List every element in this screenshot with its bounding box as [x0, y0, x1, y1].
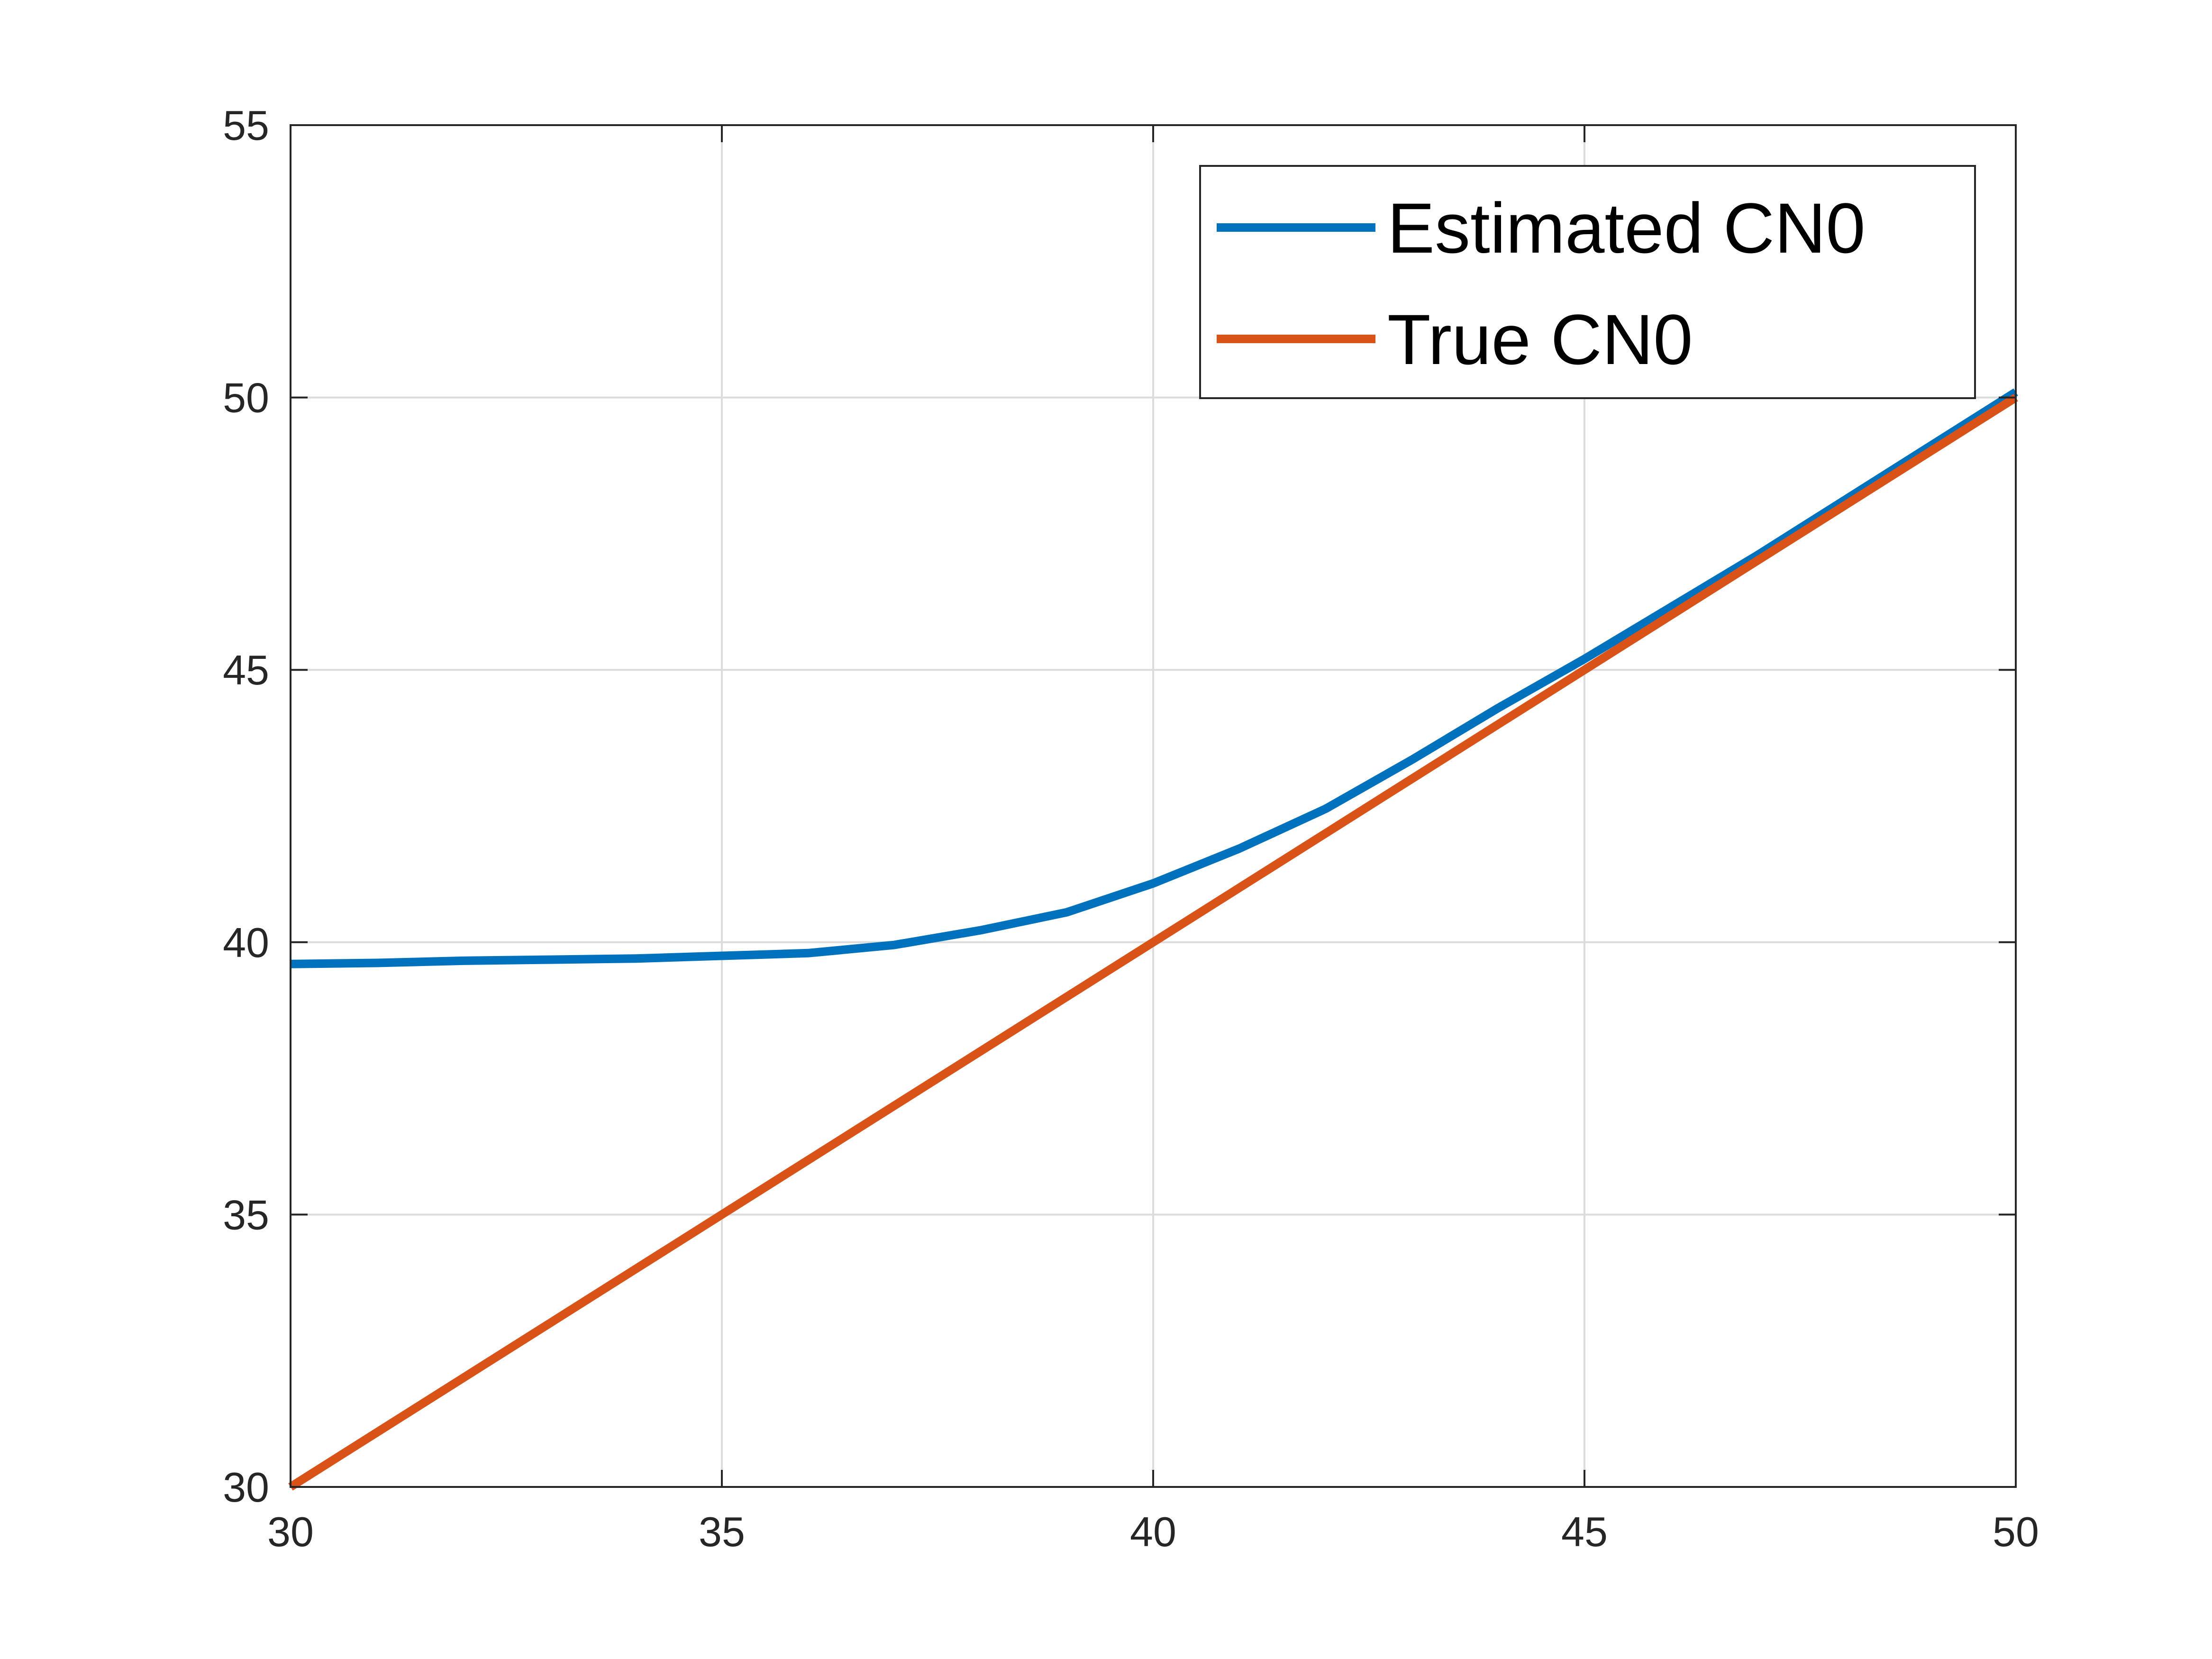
- legend: Estimated CN0 True CN0: [1199, 165, 1976, 399]
- series-line-estimated-cn0: [290, 388, 2018, 968]
- x-tick-label: 30: [267, 1508, 314, 1555]
- y-tick-label: 55: [223, 102, 269, 149]
- y-tick-label: 40: [223, 919, 269, 966]
- series-lines: [288, 388, 2018, 1491]
- y-tick-label: 35: [223, 1191, 269, 1238]
- series-line-true-cn0: [288, 393, 2018, 1491]
- y-tick-label: 50: [223, 374, 269, 421]
- axes: 30 35 40 45 50 30 35 40 45 50 55: [223, 102, 2039, 1555]
- legend-label-true-cn0: True CN0: [1387, 300, 1693, 379]
- legend-box: [1199, 165, 1976, 399]
- x-tick-label: 50: [1993, 1508, 2039, 1555]
- x-tick-label: 45: [1561, 1508, 1608, 1555]
- y-tick-label: 45: [223, 647, 269, 693]
- legend-label-estimated-cn0: Estimated CN0: [1387, 188, 1866, 268]
- x-tick-label: 40: [1130, 1508, 1176, 1555]
- y-tick-label: 30: [223, 1464, 269, 1511]
- x-tick-label: 35: [699, 1508, 745, 1555]
